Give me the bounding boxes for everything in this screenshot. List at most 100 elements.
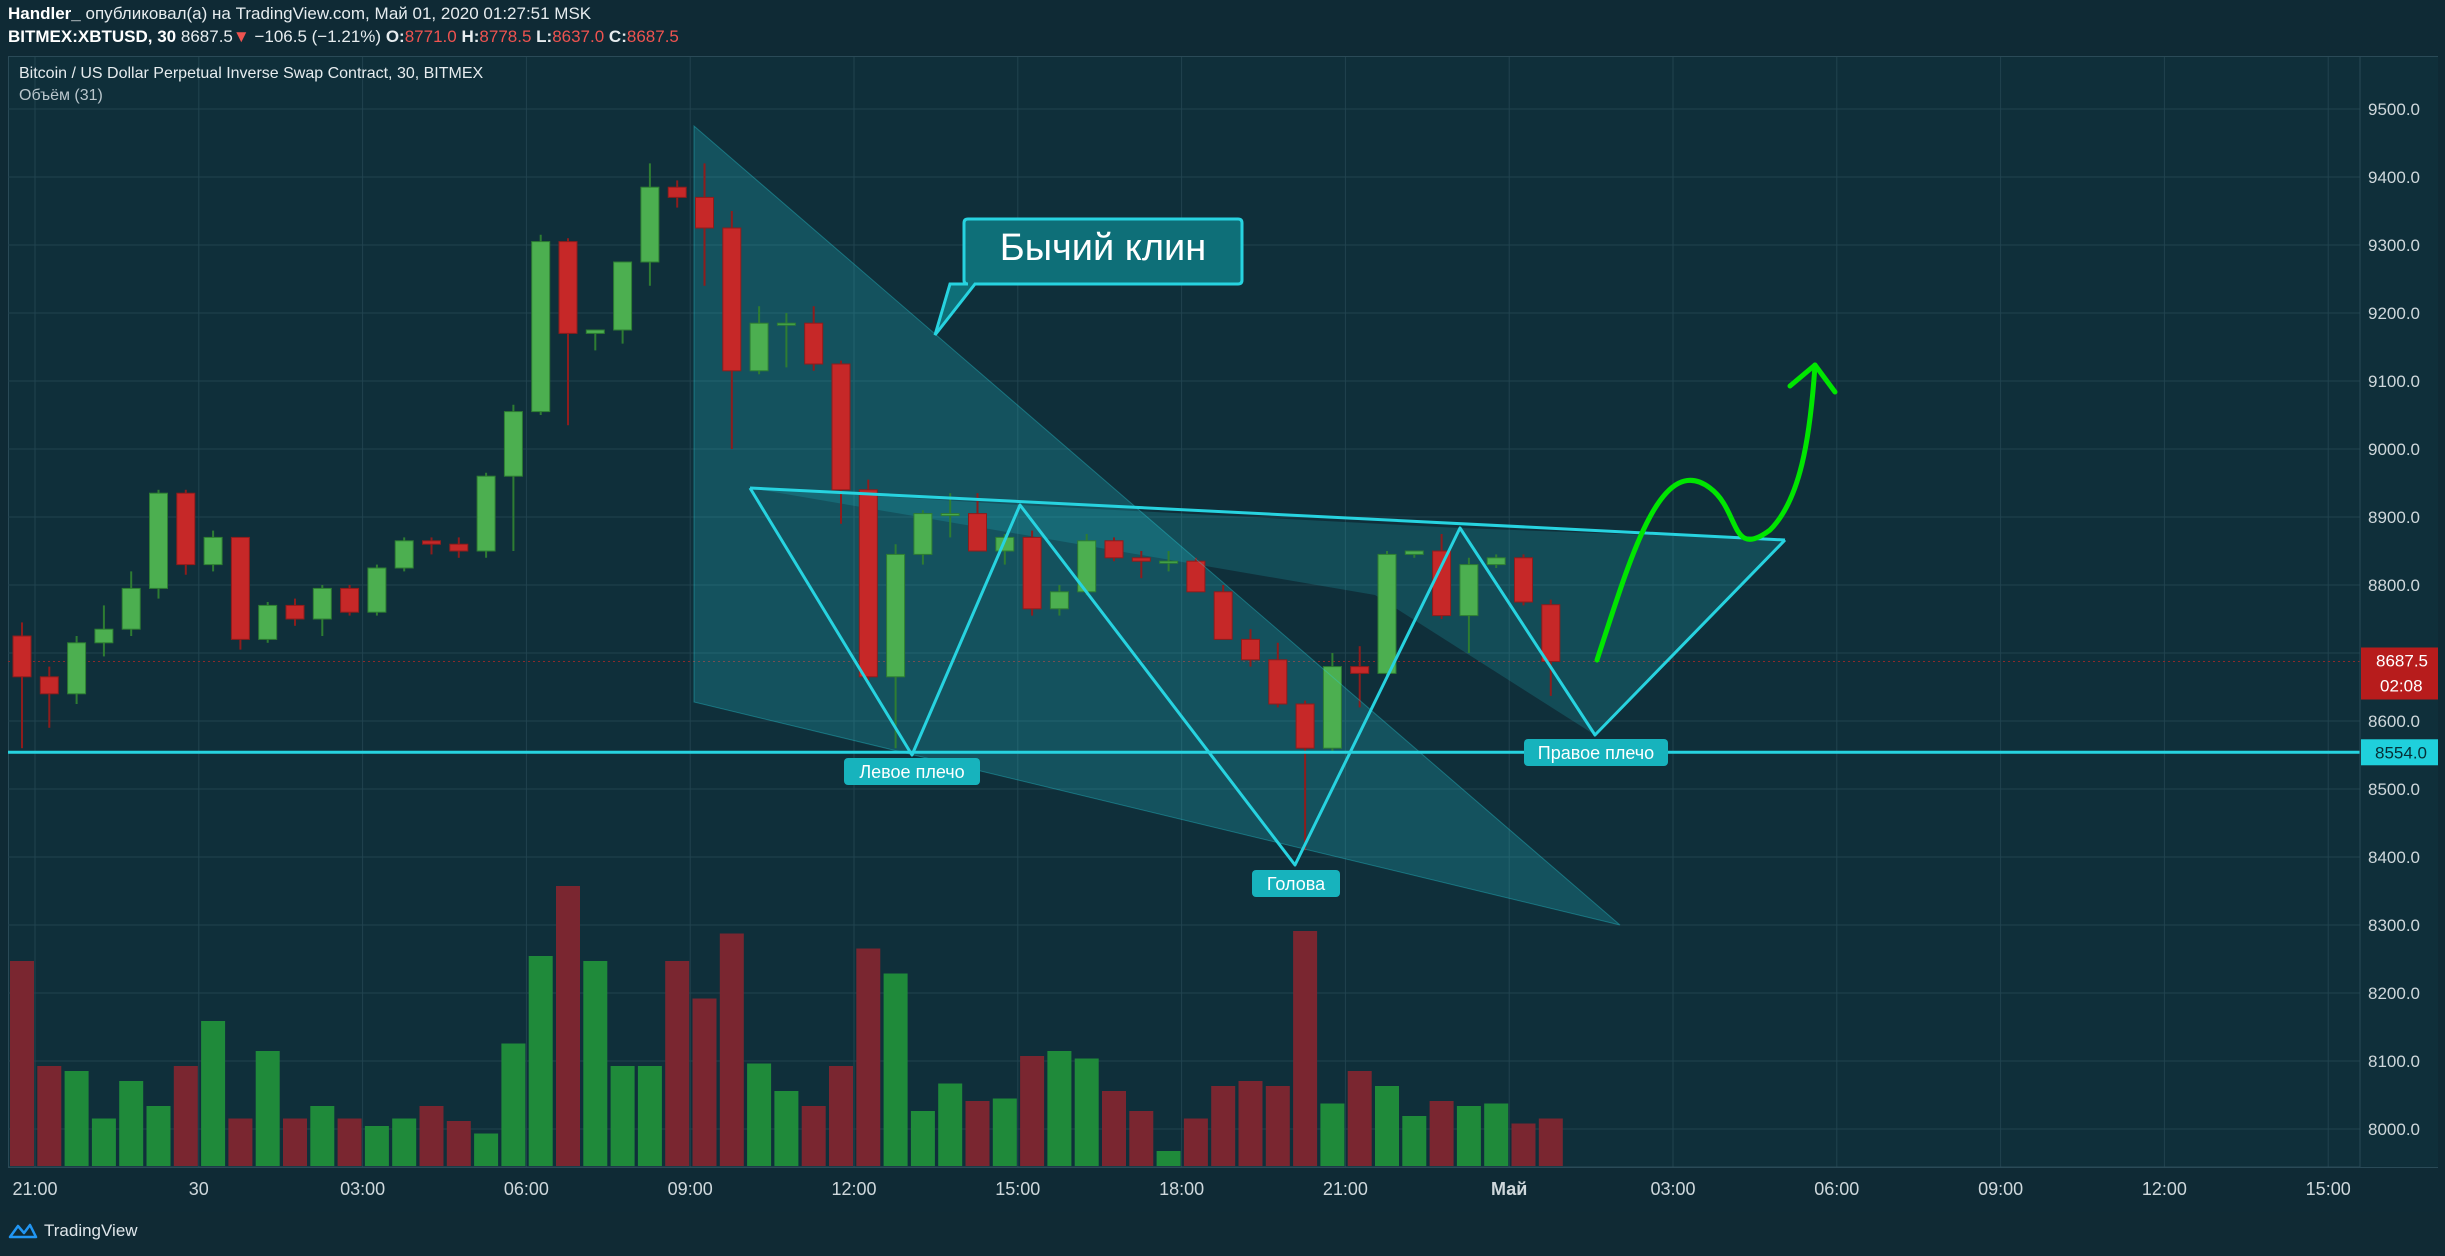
arrow-head-icon	[1787, 362, 1838, 395]
candle-body	[640, 186, 660, 263]
wedge-callout-bubble	[933, 217, 1244, 336]
time-tick-label: 15:00	[995, 1179, 1040, 1199]
volume-bar	[1456, 1106, 1481, 1166]
candle-body	[1322, 666, 1342, 749]
candle-body	[667, 186, 687, 198]
volume-bar	[556, 886, 580, 1166]
time-tick-label: 06:00	[504, 1179, 549, 1199]
volume-bar	[1211, 1086, 1236, 1166]
level-price-tag: 8554.0	[2375, 743, 2427, 762]
candle-body	[831, 363, 851, 491]
price-tick-label: 8000.0	[2368, 1120, 2420, 1139]
volume-bar	[501, 1043, 526, 1166]
volume-bar	[692, 998, 717, 1166]
candle-body	[422, 540, 441, 545]
candle-body	[203, 536, 223, 566]
volume-bar	[146, 1106, 171, 1166]
candle-body	[39, 676, 59, 695]
volume-bar	[1511, 1123, 1536, 1166]
volume-bar	[255, 1051, 280, 1166]
time-tick-label: 09:00	[1978, 1179, 2023, 1199]
volume-bar	[856, 948, 881, 1166]
neckline	[749, 486, 1786, 542]
head-label: Голова	[1267, 874, 1326, 894]
volume-bar	[201, 1021, 226, 1166]
volume-bar	[637, 1066, 662, 1166]
volume-bar	[883, 973, 908, 1166]
candle-body	[1404, 550, 1424, 555]
candle-body	[367, 567, 387, 613]
price-tick-label: 9300.0	[2368, 236, 2420, 255]
volume-bar	[1347, 1071, 1372, 1166]
last-price-tag-bg	[2361, 647, 2438, 700]
candle-body	[394, 540, 414, 569]
time-tick-label: 21:00	[1323, 1179, 1368, 1199]
price-tick-label: 8200.0	[2368, 984, 2420, 1003]
wedge-outline	[693, 124, 1621, 926]
price-tick-label: 8900.0	[2368, 508, 2420, 527]
candle-body	[176, 492, 196, 566]
candle-body	[886, 553, 906, 678]
down-triangle-icon: ▼	[232, 27, 250, 46]
time-tick-label: 06:00	[1814, 1179, 1859, 1199]
volume-bar	[1429, 1101, 1454, 1166]
price-tick-label: 9400.0	[2368, 168, 2420, 187]
chart-title[interactable]: Bitcoin / US Dollar Perpetual Inverse Sw…	[19, 65, 484, 82]
candle-body	[531, 241, 551, 413]
candle-body	[285, 604, 305, 620]
candle-body	[913, 513, 933, 555]
candle-body	[585, 329, 605, 334]
time-tick-label: 12:00	[2142, 1179, 2187, 1199]
volume-bar	[665, 961, 690, 1166]
candle-body	[1432, 550, 1452, 617]
volume-bar	[583, 961, 608, 1166]
price-tick-label: 9200.0	[2368, 304, 2420, 323]
candle-body	[558, 241, 578, 334]
candle-body	[67, 642, 87, 695]
candle-body	[94, 628, 114, 644]
volume-bar	[37, 1066, 62, 1166]
volume-bar	[801, 1106, 826, 1166]
volume-bar	[1047, 1051, 1072, 1166]
price-tick-label: 8400.0	[2368, 848, 2420, 867]
price-tick-label: 8300.0	[2368, 916, 2420, 935]
volume-bar	[228, 1118, 253, 1166]
candle-body	[1268, 659, 1288, 705]
candle-body	[1295, 703, 1315, 749]
tradingview-brand[interactable]: TradingView	[8, 1221, 138, 1241]
time-tick-label: 18:00	[1159, 1179, 1204, 1199]
volume-bar	[528, 956, 553, 1166]
author-name[interactable]: Handler_	[8, 4, 81, 23]
symbol-name[interactable]: BITMEX:XBTUSD, 30	[8, 27, 177, 46]
candle-body	[476, 475, 496, 552]
volume-bar	[610, 1066, 635, 1166]
price-tick-label: 9100.0	[2368, 372, 2420, 391]
volume-bar	[1265, 1086, 1290, 1166]
volume-legend[interactable]: Объём (31)	[19, 87, 103, 104]
right-shoulder-label: Правое плечо	[1538, 743, 1654, 763]
volume-bar	[910, 1111, 935, 1166]
price-tick-label: 8500.0	[2368, 780, 2420, 799]
volume-bar	[829, 1066, 853, 1166]
volume-bar	[64, 1071, 89, 1166]
candle-body	[258, 604, 278, 640]
volume-bar	[1293, 931, 1318, 1166]
candle-body	[1377, 553, 1397, 674]
level-price-tag-bg	[2361, 739, 2438, 766]
candle-body	[1541, 604, 1561, 662]
right-shoulder-label-bg	[1524, 739, 1668, 766]
pattern-zigzag	[748, 487, 1787, 867]
volume-bar	[1238, 1081, 1263, 1166]
volume-bar	[91, 1118, 116, 1166]
volume-bar	[1156, 1151, 1181, 1166]
volume-bar	[1402, 1116, 1427, 1166]
open-value: 8771.0	[404, 27, 457, 46]
candle-body	[1131, 557, 1151, 562]
projection-arrow	[1594, 362, 1818, 663]
high-label: H:	[461, 27, 480, 46]
open-label: O:	[385, 27, 405, 46]
candle-body	[449, 543, 469, 552]
volume-bars	[10, 886, 1563, 1166]
candle-body	[968, 513, 987, 552]
